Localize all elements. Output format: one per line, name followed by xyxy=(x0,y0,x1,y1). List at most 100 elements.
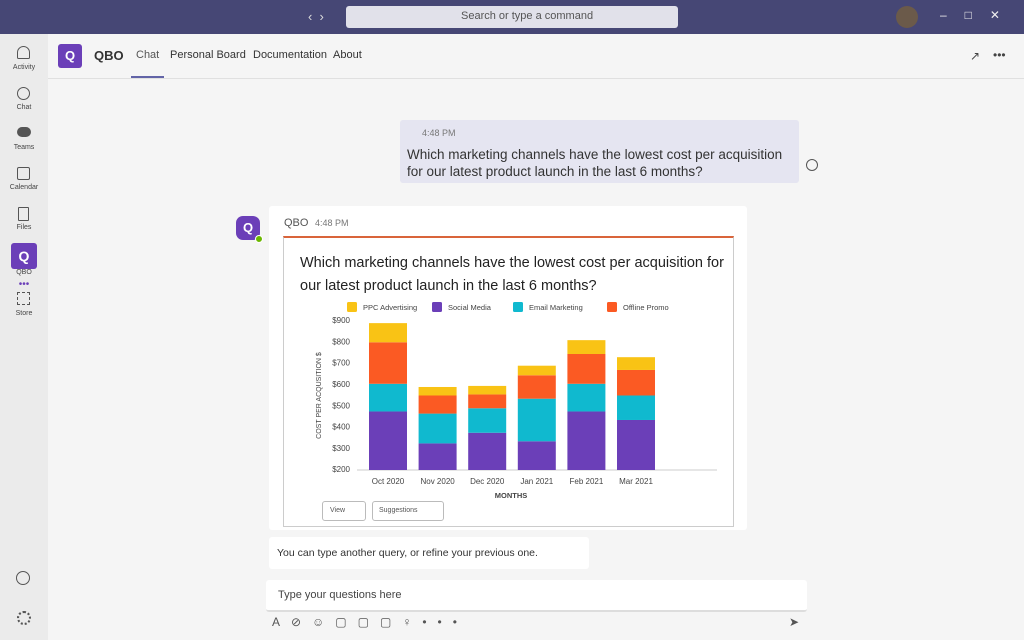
tab-underline xyxy=(131,76,164,78)
more-icon[interactable]: ••• xyxy=(993,48,1006,62)
tab[interactable]: About xyxy=(333,49,362,61)
bar-segment xyxy=(369,342,407,384)
chat-icon[interactable] xyxy=(17,87,30,100)
rail-label[interactable]: Store xyxy=(15,310,33,317)
app-logo: Q xyxy=(58,44,82,68)
bar-segment xyxy=(468,385,507,395)
help-icon[interactable] xyxy=(16,571,30,585)
bar-segment xyxy=(517,365,556,376)
bar-segment xyxy=(369,383,407,412)
bar-segment xyxy=(418,395,457,414)
composer[interactable]: Type your questions here xyxy=(266,580,807,612)
bar-segment xyxy=(617,369,655,396)
tab[interactable]: Chat xyxy=(136,49,160,61)
bar-segment xyxy=(369,411,407,470)
bar-segment xyxy=(468,432,507,470)
read-receipt xyxy=(806,159,818,171)
x-tick-label: Mar 2021 xyxy=(619,477,653,486)
bar-segment xyxy=(617,395,655,420)
legend-label: PPC Advertising xyxy=(363,303,417,312)
y-tick-label: $500 xyxy=(332,401,350,410)
y-tick-label: $800 xyxy=(332,337,350,346)
legend-label: Offline Promo xyxy=(623,303,669,312)
rail-label[interactable]: Calendar xyxy=(9,184,39,191)
x-tick-label: Jan 2021 xyxy=(520,477,553,486)
bar-segment xyxy=(418,386,457,396)
chart-card: Which marketing channels have the lowest… xyxy=(283,236,734,527)
title-bar: ‹ › Search or type a command –□✕ xyxy=(0,0,1024,34)
legend-swatch xyxy=(347,302,357,312)
bar-segment xyxy=(517,441,556,470)
view-button[interactable]: View xyxy=(322,501,366,521)
bar-segment xyxy=(418,443,457,470)
rail-label[interactable]: Teams xyxy=(13,144,35,151)
teams-icon[interactable] xyxy=(17,127,31,137)
bar-segment xyxy=(369,323,407,343)
bot-name: QBO xyxy=(284,217,309,229)
bar-segment xyxy=(567,353,606,384)
app-rail: Activity Chat Teams Calendar Files Q QBO… xyxy=(0,34,48,640)
y-tick-label: $600 xyxy=(332,380,350,389)
legend-swatch xyxy=(432,302,442,312)
bar-segment xyxy=(617,419,655,470)
rail-label[interactable]: Files xyxy=(16,224,32,231)
chart: $200 $300 $400 $500 $600 $700 $800 $900 COST PER… xyxy=(316,302,717,500)
send-button[interactable]: ➤ xyxy=(789,615,800,629)
window-controls[interactable]: –□✕ xyxy=(940,8,1018,22)
presence xyxy=(255,235,263,243)
y-tick-label: $900 xyxy=(332,316,350,325)
x-axis-label: MONTHS xyxy=(495,491,528,500)
rail-label[interactable]: QBO xyxy=(16,269,32,276)
followup-message: You can type another query, or refine yo… xyxy=(269,537,589,569)
y-tick-label: $300 xyxy=(332,444,350,453)
bar-segment xyxy=(567,340,606,354)
suggestions-button[interactable]: Suggestions xyxy=(372,501,444,521)
settings-icon[interactable] xyxy=(17,611,31,625)
store-icon[interactable] xyxy=(17,292,30,305)
message-text: Which marketing channels have the lowest… xyxy=(407,147,783,179)
y-tick-label: $700 xyxy=(332,359,350,368)
nav-arrows[interactable]: ‹ › xyxy=(308,9,324,24)
bar-segment xyxy=(517,375,556,399)
button-label: Suggestions xyxy=(379,507,418,514)
avatar[interactable] xyxy=(896,6,918,28)
search-box[interactable]: Search or type a command xyxy=(346,6,678,28)
followup-text: You can type another query, or refine yo… xyxy=(277,547,538,559)
x-tick-label: Oct 2020 xyxy=(372,477,405,486)
message-time: 4:48 PM xyxy=(422,128,456,138)
bar-segment xyxy=(617,357,655,370)
x-tick-label: Nov 2020 xyxy=(420,477,455,486)
bar-segment xyxy=(517,398,556,442)
qbo-rail-icon[interactable]: Q xyxy=(11,243,37,269)
y-tick-label: $400 xyxy=(332,423,350,432)
bot-time: 4:48 PM xyxy=(315,218,349,228)
app-header xyxy=(48,34,1024,79)
files-icon[interactable] xyxy=(18,207,29,221)
legend-swatch xyxy=(607,302,617,312)
rail-label[interactable]: Activity xyxy=(12,64,36,71)
rail-label[interactable]: Chat xyxy=(16,104,32,111)
bar-segment xyxy=(418,413,457,444)
activity-icon[interactable] xyxy=(17,46,30,59)
bar-segment xyxy=(468,408,507,433)
legend-label: Social Media xyxy=(448,303,492,312)
bar-segment xyxy=(567,383,606,412)
popout-icon[interactable]: ↗ xyxy=(970,49,981,63)
bar-segment xyxy=(567,411,606,470)
calendar-icon[interactable] xyxy=(17,167,30,180)
search-placeholder: Search or type a command xyxy=(461,10,594,22)
chart-title: Which marketing channels have the lowest… xyxy=(300,255,724,294)
more-dots[interactable]: ••• xyxy=(18,279,30,290)
x-tick-label: Dec 2020 xyxy=(470,477,505,486)
y-tick-label: $200 xyxy=(332,465,350,474)
legend-label: Email Marketing xyxy=(529,303,583,312)
y-axis-label: COST PER ACQUSITION $ xyxy=(316,352,323,439)
tab[interactable]: Documentation xyxy=(253,49,327,61)
app-name: QBO xyxy=(94,48,124,63)
tab[interactable]: Personal Board xyxy=(170,49,246,61)
bar-segment xyxy=(468,394,507,409)
user-message: 4:48 PM Which marketing channels have th… xyxy=(400,120,799,183)
composer-placeholder: Type your questions here xyxy=(278,589,402,601)
legend-swatch xyxy=(513,302,523,312)
composer-toolbar[interactable]: A⊘☺▢▢▢♀••• xyxy=(272,615,468,629)
